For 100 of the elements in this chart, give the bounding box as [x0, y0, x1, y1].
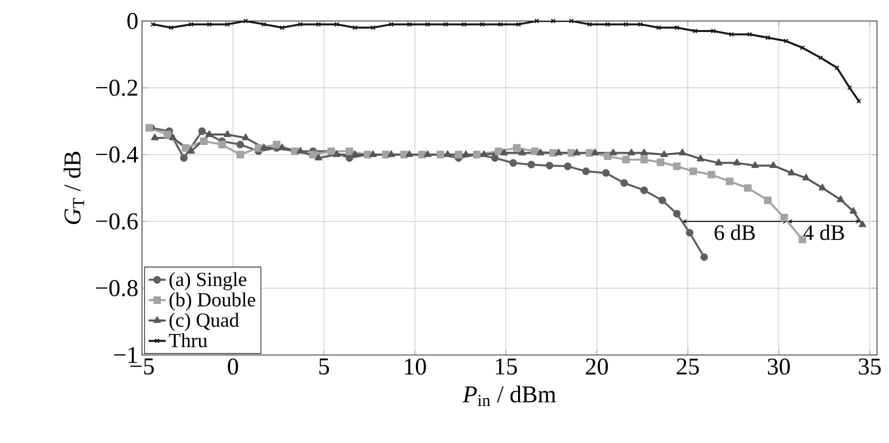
point — [568, 149, 576, 157]
point — [516, 22, 522, 27]
point — [715, 158, 722, 166]
point — [198, 127, 206, 136]
point — [858, 220, 866, 228]
point — [261, 22, 266, 27]
point — [200, 137, 208, 146]
x-axis-title: P$_{in}$ / dBm — [462, 386, 556, 406]
point — [187, 147, 195, 154]
point — [260, 144, 268, 150]
point — [780, 214, 788, 222]
y-tick-label: 0 — [127, 12, 138, 30]
point — [280, 25, 285, 30]
point — [346, 147, 354, 156]
point — [620, 179, 628, 187]
point — [528, 160, 536, 168]
point — [628, 148, 636, 156]
point — [733, 158, 741, 166]
point — [678, 148, 686, 156]
x-tick-label: 20 — [586, 358, 608, 375]
point — [151, 134, 158, 140]
x-tick-label: 10 — [405, 358, 426, 375]
point — [605, 22, 610, 27]
point — [370, 25, 376, 30]
point — [531, 147, 539, 156]
x-tick-label: 30 — [768, 358, 790, 375]
point — [180, 154, 188, 162]
point — [708, 170, 716, 178]
point — [518, 148, 526, 156]
point — [729, 32, 734, 37]
y-axis-title: G$_{T}$ / dB — [64, 152, 84, 224]
point — [298, 22, 303, 27]
point — [573, 148, 581, 156]
point — [512, 144, 521, 152]
point — [334, 22, 340, 27]
point — [764, 196, 772, 204]
point — [564, 162, 572, 170]
point — [168, 25, 174, 30]
point — [494, 147, 502, 156]
point — [696, 154, 704, 162]
point — [454, 150, 462, 158]
point — [480, 150, 488, 157]
point — [424, 150, 432, 157]
point — [480, 22, 485, 27]
y-tick-label: −0.8 — [96, 280, 138, 296]
point — [188, 22, 194, 27]
point — [587, 22, 592, 27]
point — [656, 158, 664, 166]
point — [182, 144, 190, 152]
point — [462, 150, 470, 157]
point — [352, 25, 358, 30]
point — [640, 148, 648, 156]
point — [509, 159, 517, 167]
point — [164, 130, 172, 138]
point — [546, 162, 554, 170]
point — [206, 130, 214, 137]
x-tick-label: 5 — [319, 358, 329, 374]
point — [836, 195, 844, 202]
point — [407, 22, 412, 27]
point — [243, 18, 248, 24]
point — [784, 38, 788, 44]
point — [388, 150, 395, 157]
x-tick-label: 0 — [228, 358, 238, 375]
point — [406, 150, 414, 157]
point — [309, 150, 317, 158]
point — [500, 148, 508, 156]
x-tick-label: 35 — [858, 358, 881, 375]
legend-label: Thru — [169, 333, 208, 348]
point — [278, 144, 286, 150]
point — [591, 148, 599, 156]
point — [710, 28, 716, 34]
y-tick-label: −0.2 — [96, 80, 138, 96]
point — [491, 154, 499, 162]
point — [225, 22, 230, 27]
point — [674, 25, 680, 30]
legend-label: (b) Double — [170, 292, 256, 311]
point — [254, 144, 262, 152]
point — [847, 85, 852, 90]
point — [765, 35, 770, 40]
point — [658, 196, 666, 204]
point — [673, 162, 681, 170]
point — [444, 150, 452, 157]
point — [316, 22, 321, 27]
point — [296, 147, 304, 154]
point — [169, 134, 177, 140]
point — [218, 140, 226, 148]
point — [602, 169, 610, 177]
point — [604, 152, 612, 160]
annotation: 6 dB — [714, 224, 755, 240]
point — [622, 156, 630, 164]
point — [673, 210, 681, 218]
point — [498, 22, 503, 27]
point — [582, 167, 590, 176]
x-tick-label: 25 — [676, 358, 699, 375]
point — [656, 25, 662, 30]
point — [224, 130, 232, 137]
point — [242, 134, 250, 140]
point — [770, 161, 778, 168]
point — [425, 22, 430, 27]
point — [314, 154, 322, 160]
